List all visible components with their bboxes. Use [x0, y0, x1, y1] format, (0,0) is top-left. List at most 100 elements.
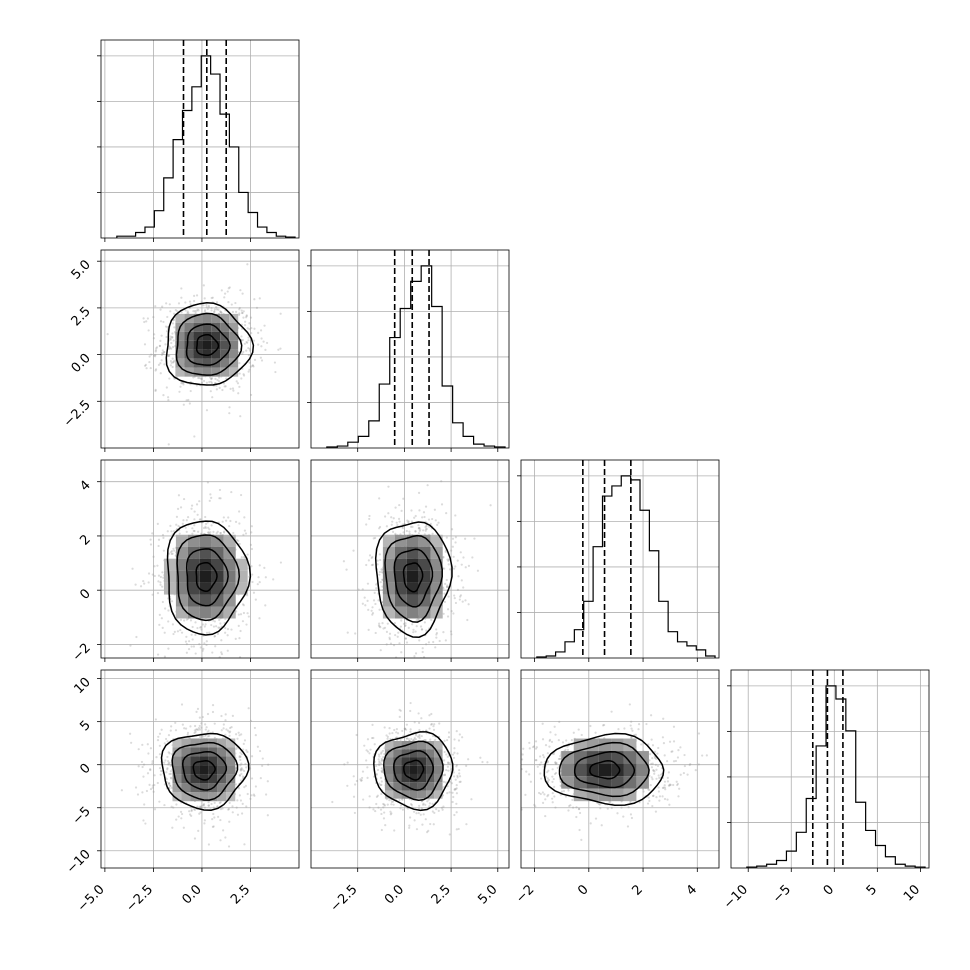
panel-frame — [520, 669, 720, 869]
density-cell — [418, 534, 431, 547]
scatter-panel-1-0: −2.5 0.0 2.5 5.0 — [61, 249, 300, 452]
density-cell — [202, 349, 212, 359]
contour-0 — [192, 760, 216, 781]
density-cell — [190, 747, 200, 757]
density-cell — [193, 322, 203, 332]
histogram-step — [116, 55, 296, 238]
y-tick-label: 0.0 — [69, 351, 94, 376]
y-tick-label: −10 — [64, 847, 94, 877]
contour-1 — [185, 548, 229, 607]
x-tick-label: 0.0 — [180, 882, 205, 907]
density-cell — [211, 606, 224, 619]
density-cell — [394, 606, 407, 619]
density-cell — [220, 367, 230, 377]
density-cell — [202, 313, 212, 323]
density-cell — [382, 546, 395, 559]
density-cell — [573, 776, 587, 789]
density-cell — [211, 594, 224, 607]
scatter-panel-3-1: −2.5 0.0 2.5 5.0 — [310, 669, 510, 915]
density-cell — [172, 774, 182, 784]
scatter-points — [521, 703, 708, 842]
density-cell — [598, 738, 612, 752]
density-cell — [430, 606, 443, 619]
density-cell — [199, 765, 209, 775]
density-cell — [223, 582, 236, 595]
density-cell — [235, 582, 248, 595]
density-cell — [384, 782, 394, 791]
contour-2 — [176, 534, 241, 622]
density-cell — [409, 749, 418, 758]
density-cell — [430, 570, 443, 583]
panel-frame — [100, 249, 300, 449]
density-cell — [561, 776, 574, 789]
density-cell — [393, 765, 402, 774]
density-cell — [217, 747, 227, 757]
panel-frame — [100, 669, 300, 869]
scatter-panel-3-2: −2 0 2 4 — [513, 669, 720, 906]
x-tick-label: −2 — [513, 882, 537, 906]
density-cell — [430, 582, 443, 595]
scatter-panel-2-0: −2 0 2 4 — [70, 459, 300, 665]
density-cell — [409, 782, 418, 791]
density-cell — [187, 546, 200, 559]
density-cell — [211, 367, 221, 377]
y-tick-label: 0 — [77, 586, 93, 602]
density-cell — [175, 570, 188, 583]
histogram-step — [326, 265, 506, 448]
density-cell — [401, 765, 410, 774]
density-cell — [235, 570, 248, 583]
y-tick-label: 2 — [77, 532, 93, 548]
density-cell — [175, 558, 188, 571]
density-cell — [172, 783, 182, 793]
density-cell — [384, 757, 394, 766]
density-cell — [199, 774, 209, 784]
density-cell — [211, 313, 221, 323]
density-cell — [229, 358, 239, 368]
density-cell — [430, 534, 443, 547]
x-tick-label: 0 — [821, 882, 837, 898]
density-cell — [199, 534, 212, 547]
density-cell — [417, 773, 427, 783]
density-cell — [211, 534, 224, 547]
density-cell — [394, 558, 407, 571]
density-cell — [409, 741, 418, 750]
contour-0 — [195, 561, 218, 592]
density-cell — [426, 757, 435, 766]
density-cell — [181, 783, 191, 793]
density-cell — [223, 558, 236, 571]
density-cell — [175, 582, 188, 595]
density-cell — [172, 738, 182, 748]
x-tick-label: 5.0 — [475, 882, 500, 907]
y-tick-label: 5 — [77, 718, 93, 734]
density-cell — [409, 757, 418, 766]
density-cell — [193, 358, 203, 368]
density-cell — [184, 358, 194, 368]
density-cell — [184, 349, 194, 359]
density-cell — [217, 792, 227, 802]
density-cell — [226, 738, 236, 748]
density-cell — [187, 534, 200, 547]
density-cell — [406, 594, 419, 607]
density-cell — [426, 765, 435, 774]
panel-frame — [310, 669, 510, 869]
density-cell — [211, 570, 224, 583]
density-cell — [382, 570, 395, 583]
density-cell — [184, 340, 194, 350]
density-cell — [211, 582, 224, 595]
density-cell — [217, 783, 227, 793]
density-cell — [187, 570, 200, 583]
density-cell — [163, 570, 176, 583]
density-cell — [384, 749, 394, 758]
density-cell — [623, 776, 637, 789]
density-cell — [202, 367, 212, 377]
scatter-points — [129, 481, 283, 658]
density-cell — [199, 582, 212, 595]
contour-3 — [165, 302, 255, 386]
density-cell — [211, 558, 224, 571]
density-cell — [417, 741, 427, 750]
density-cell — [199, 570, 212, 583]
density-cell — [217, 756, 227, 766]
density-cell — [175, 606, 188, 619]
density-cell — [434, 757, 443, 766]
